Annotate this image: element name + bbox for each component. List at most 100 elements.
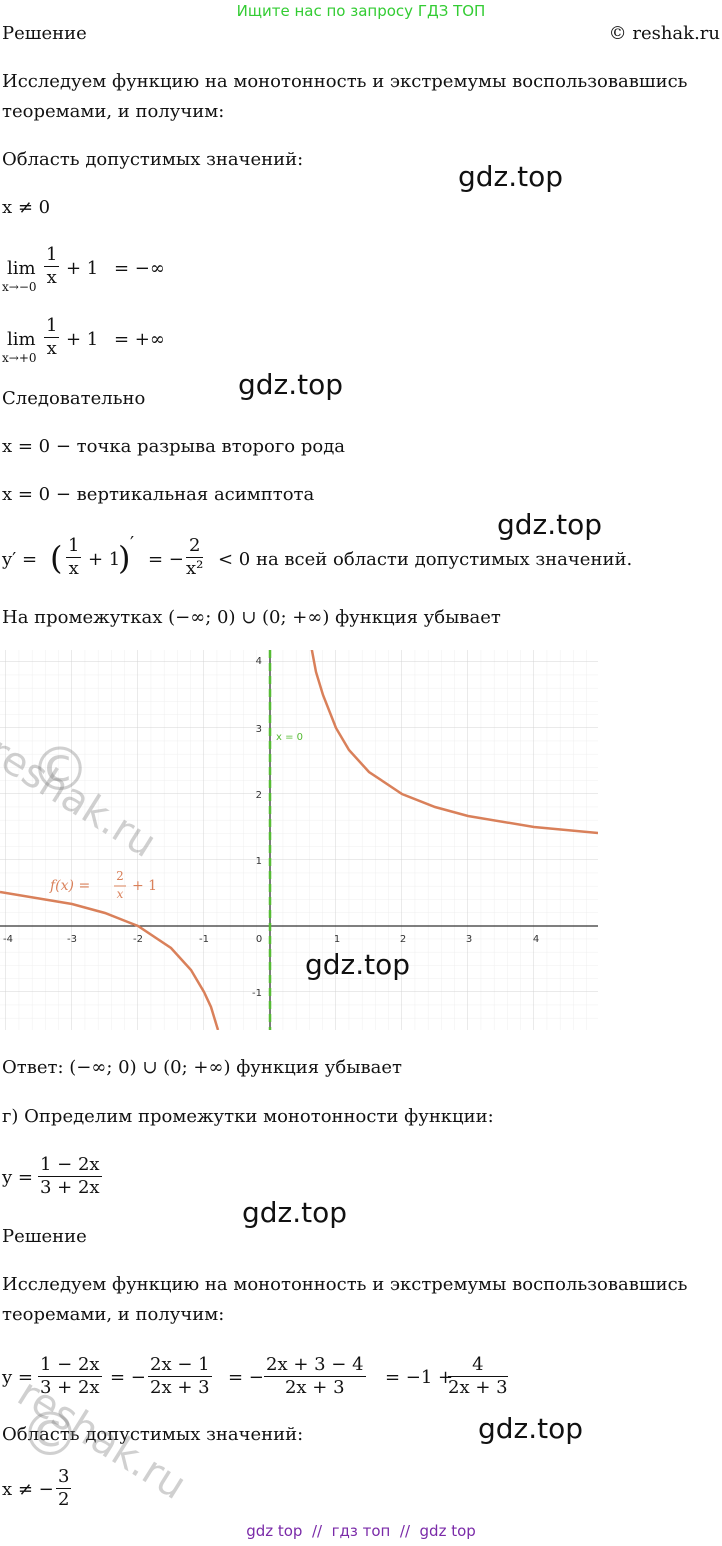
x-tick-label: 2 bbox=[400, 934, 406, 945]
formula: = − bbox=[228, 1367, 264, 1388]
watermark: gdz.top bbox=[238, 368, 344, 401]
formula: + 1 bbox=[66, 258, 99, 279]
formula: + 1 bbox=[88, 549, 121, 570]
numerator: 1 bbox=[44, 315, 60, 338]
numerator: 3 bbox=[56, 1466, 72, 1489]
reshak-symbol: © bbox=[20, 1400, 80, 1470]
function-label-den: x bbox=[117, 887, 124, 901]
formula: x ≠ − bbox=[2, 1479, 54, 1500]
paragraph: На промежутках (−∞; 0) ∪ (0; +∞) функция… bbox=[2, 607, 501, 628]
paragraph: x = 0 − точка разрыва второго рода bbox=[2, 436, 346, 457]
numerator: 4 bbox=[448, 1354, 508, 1377]
fraction: 2 x² bbox=[186, 535, 204, 580]
denominator: 3 + 2x bbox=[40, 1177, 100, 1198]
formula: + 1 bbox=[66, 329, 99, 350]
paragraph: теоремами, и получим: bbox=[2, 1304, 225, 1325]
reshak-symbol: © bbox=[30, 735, 90, 805]
curve bbox=[0, 890, 220, 1030]
numerator: 1 − 2x bbox=[38, 1354, 102, 1377]
prime: ′ bbox=[130, 533, 135, 554]
numerator: 2x + 3 − 4 bbox=[264, 1354, 366, 1377]
formula: = −∞ bbox=[114, 258, 165, 279]
y-tick-label: 1 bbox=[256, 856, 262, 867]
x-tick-label: -4 bbox=[3, 934, 13, 945]
answer: Ответ: (−∞; 0) ∪ (0; +∞) функция убывает bbox=[2, 1057, 403, 1078]
fraction: 4 2x + 3 bbox=[448, 1354, 508, 1399]
watermark: gdz.top bbox=[305, 948, 411, 981]
formula: = −1 + bbox=[385, 1367, 454, 1388]
x-tick-label: -1 bbox=[199, 934, 209, 945]
paragraph: Область допустимых значений: bbox=[2, 149, 304, 170]
watermark: gdz.top bbox=[497, 508, 603, 541]
paragraph: г) Определим промежутки монотонности фун… bbox=[2, 1106, 494, 1127]
denominator: x bbox=[68, 558, 79, 579]
lim: lim bbox=[7, 329, 36, 350]
x-tick-label: 1 bbox=[334, 934, 340, 945]
curve bbox=[310, 650, 598, 835]
lim-sub: x→−0 bbox=[2, 280, 37, 294]
formula: = − bbox=[148, 549, 184, 570]
formula: y′ = bbox=[2, 549, 38, 570]
watermark: gdz.top bbox=[242, 1196, 348, 1229]
paren: ( bbox=[50, 539, 63, 577]
fraction: 1 − 2x 3 + 2x bbox=[38, 1154, 102, 1199]
x-tick-label: -3 bbox=[67, 934, 77, 945]
numerator: 1 bbox=[44, 244, 60, 267]
denominator: 2x + 3 bbox=[284, 1377, 345, 1398]
lim-sub: x→+0 bbox=[2, 351, 37, 365]
formula: x ≠ 0 bbox=[2, 197, 51, 218]
paragraph: теоремами, и получим: bbox=[2, 101, 225, 122]
function-label: + 1 bbox=[132, 878, 157, 894]
banner: Ищите нас по запросу ГДЗ ТОП bbox=[236, 2, 486, 20]
formula: y = bbox=[2, 1167, 33, 1188]
paragraph: Исследуем функцию на монотонность и экст… bbox=[2, 1274, 688, 1295]
paren: ) bbox=[118, 539, 131, 577]
denominator: x² bbox=[186, 558, 204, 579]
paragraph: x = 0 − вертикальная асимптота bbox=[2, 484, 315, 505]
x-tick-label: 3 bbox=[466, 934, 472, 945]
y-tick-label: 2 bbox=[256, 790, 262, 801]
y-tick-label: 4 bbox=[256, 656, 262, 667]
y-tick-label: 3 bbox=[256, 724, 262, 735]
paragraph: Решение bbox=[2, 1226, 87, 1247]
title: Решение bbox=[2, 23, 87, 44]
formula: y = bbox=[2, 1367, 33, 1388]
numerator: 2x − 1 bbox=[148, 1354, 212, 1377]
x-tick-label: -2 bbox=[133, 934, 143, 945]
formula: = − bbox=[110, 1367, 146, 1388]
watermark: gdz.top bbox=[458, 160, 564, 193]
function-label-num: 2 bbox=[116, 869, 124, 883]
denominator: x bbox=[46, 338, 57, 359]
fraction: 1 − 2x 3 + 2x bbox=[38, 1354, 102, 1399]
denominator: x bbox=[46, 267, 57, 288]
asymptote-label: x = 0 bbox=[276, 732, 303, 743]
x-tick-label: 0 bbox=[256, 934, 262, 945]
numerator: 1 − 2x bbox=[38, 1154, 102, 1177]
lim: lim bbox=[7, 258, 36, 279]
y-tick-label: -1 bbox=[252, 988, 262, 999]
paragraph: Исследуем функцию на монотонность и экст… bbox=[2, 71, 688, 92]
denominator: 2x + 3 bbox=[448, 1377, 508, 1398]
formula: < 0 на всей области допустимых значений. bbox=[218, 549, 633, 570]
x-tick-label: 4 bbox=[533, 934, 539, 945]
graph: -4 -3 -2 -1 0 1 2 3 4 4 3 2 1 -1 x = 0 f… bbox=[0, 650, 598, 1030]
denominator: 3 + 2x bbox=[40, 1377, 100, 1398]
numerator: 2 bbox=[186, 535, 204, 558]
fraction: 2x − 1 2x + 3 bbox=[148, 1354, 212, 1399]
formula: = +∞ bbox=[114, 329, 165, 350]
fraction: 2x + 3 − 4 2x + 3 bbox=[264, 1354, 366, 1399]
copyright: © reshak.ru bbox=[608, 23, 720, 44]
paragraph: Следовательно bbox=[2, 388, 146, 409]
numerator: 1 bbox=[66, 535, 82, 558]
function-label: f(x) = bbox=[49, 878, 90, 894]
footer: gdz top // гдз топ // gdz top bbox=[246, 1522, 476, 1540]
denominator: 2 bbox=[58, 1489, 70, 1510]
denominator: 2x + 3 bbox=[150, 1377, 210, 1398]
paragraph: Область допустимых значений: bbox=[2, 1424, 304, 1445]
grid-major bbox=[0, 650, 598, 1030]
